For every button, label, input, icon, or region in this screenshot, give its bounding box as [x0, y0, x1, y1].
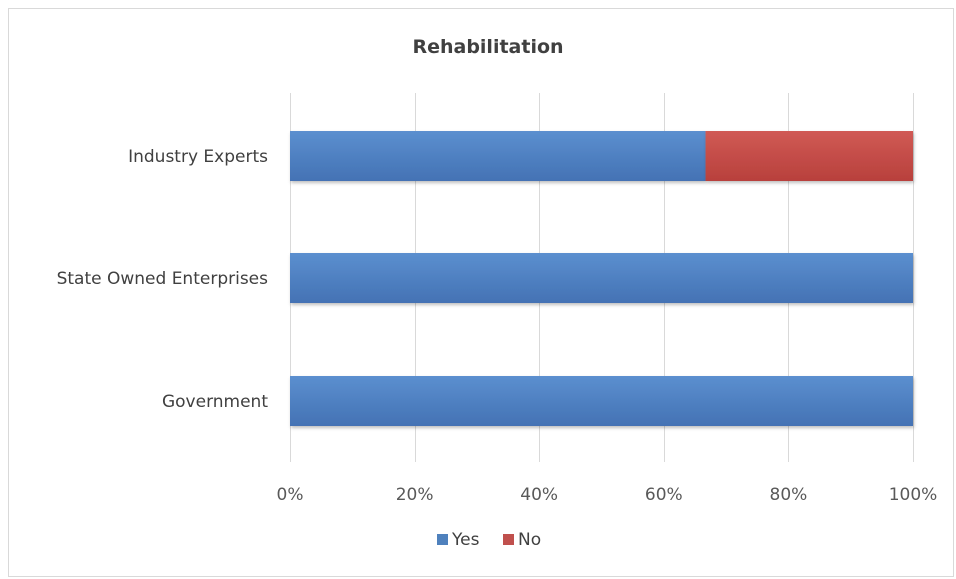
- bar-yes-industry-experts: [290, 131, 706, 181]
- legend-swatch-yes: [437, 534, 448, 545]
- category-labels: Industry Experts State Owned Enterprises G…: [57, 147, 269, 412]
- legend-label-yes: Yes: [451, 530, 480, 550]
- category-label-state-owned-enterprises: State Owned Enterprises: [57, 269, 269, 289]
- legend-label-no: No: [518, 530, 541, 550]
- x-tick-label-0pct: 0%: [277, 485, 304, 505]
- category-label-industry-experts: Industry Experts: [128, 147, 268, 167]
- legend: Yes No: [437, 530, 541, 550]
- category-label-government: Government: [162, 392, 268, 412]
- bar-no-industry-experts: [705, 131, 913, 181]
- bar-yes-state-owned-enterprises: [290, 253, 913, 303]
- x-tick-labels: 0% 20% 40% 60% 80% 100%: [277, 485, 938, 505]
- chart-title: Rehabilitation: [412, 36, 563, 58]
- x-tick-label-40pct: 40%: [520, 485, 558, 505]
- x-tick-label-60pct: 60%: [645, 485, 683, 505]
- legend-swatch-no: [503, 534, 514, 545]
- x-tick-label-100pct: 100%: [889, 485, 938, 505]
- x-tick-label-80pct: 80%: [770, 485, 808, 505]
- bars: [290, 131, 913, 426]
- x-tick-label-20pct: 20%: [396, 485, 434, 505]
- bar-yes-government: [290, 376, 913, 426]
